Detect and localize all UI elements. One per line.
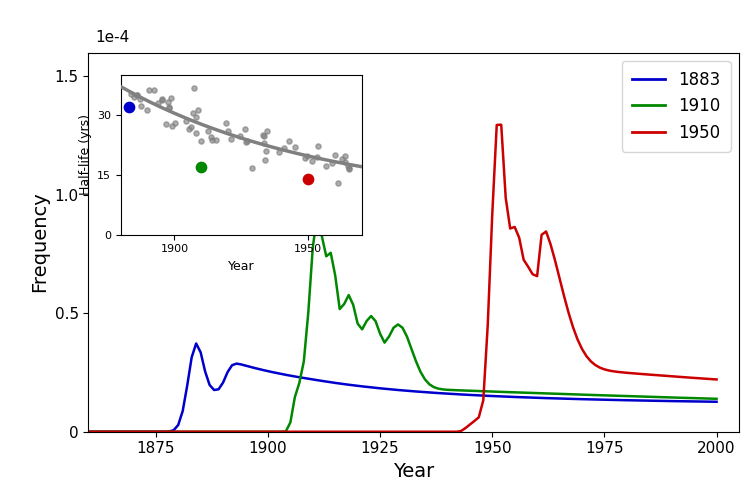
Legend: 1883, 1910, 1950: 1883, 1910, 1950 xyxy=(622,61,731,151)
Y-axis label: Frequency: Frequency xyxy=(30,192,49,293)
Text: 1e-4: 1e-4 xyxy=(95,30,129,45)
X-axis label: Year: Year xyxy=(393,462,434,481)
